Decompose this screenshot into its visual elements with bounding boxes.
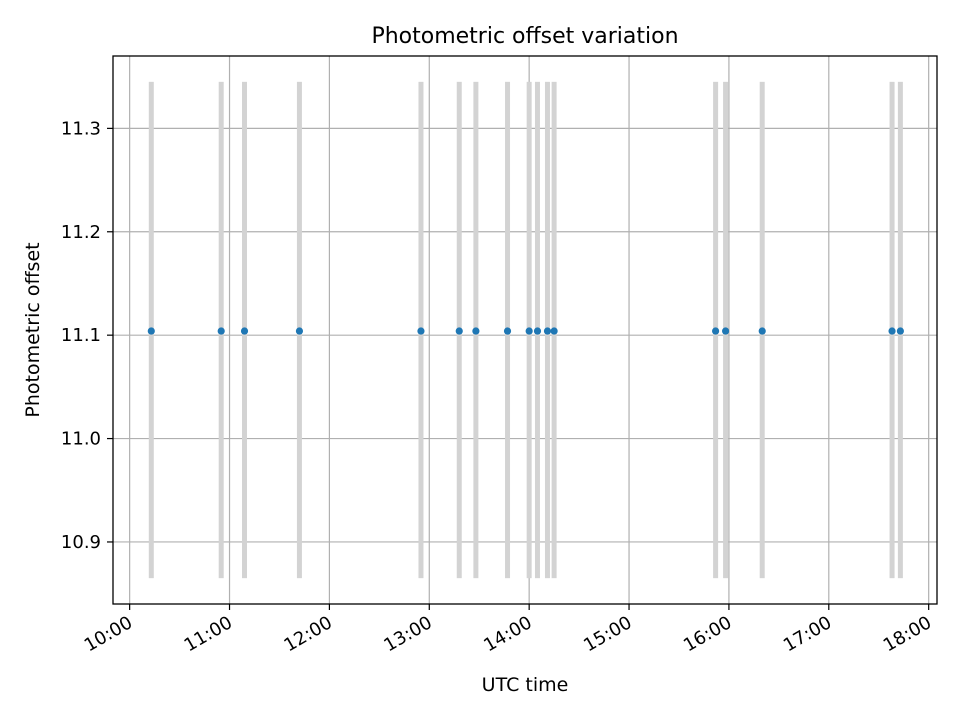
data-point [417, 327, 425, 335]
y-axis-title: Photometric offset [22, 242, 44, 417]
data-point [543, 327, 552, 335]
y-tick-label: 10.9 [61, 532, 101, 553]
data-point [217, 327, 225, 335]
data-point [721, 327, 730, 335]
y-tick-label: 11.0 [61, 429, 101, 450]
y-tick-label: 11.1 [61, 325, 101, 346]
data-point [503, 327, 512, 335]
axes-frame [112, 55, 938, 605]
y-tick-label: 11.3 [61, 118, 101, 139]
data-point [147, 327, 155, 335]
x-axis-title: UTC time [482, 674, 569, 696]
data-point [896, 327, 904, 335]
data-point [472, 327, 480, 335]
data-point [758, 327, 766, 335]
data-point [533, 327, 542, 335]
data-point [712, 327, 720, 335]
data-points [147, 327, 904, 335]
data-point [550, 327, 558, 335]
data-point [525, 327, 533, 335]
data-point [240, 327, 249, 335]
data-point [295, 327, 304, 335]
chart-title: Photometric offset variation [371, 24, 678, 49]
data-point [888, 327, 896, 335]
y-tick-label: 11.2 [61, 222, 101, 243]
data-point [455, 327, 463, 335]
